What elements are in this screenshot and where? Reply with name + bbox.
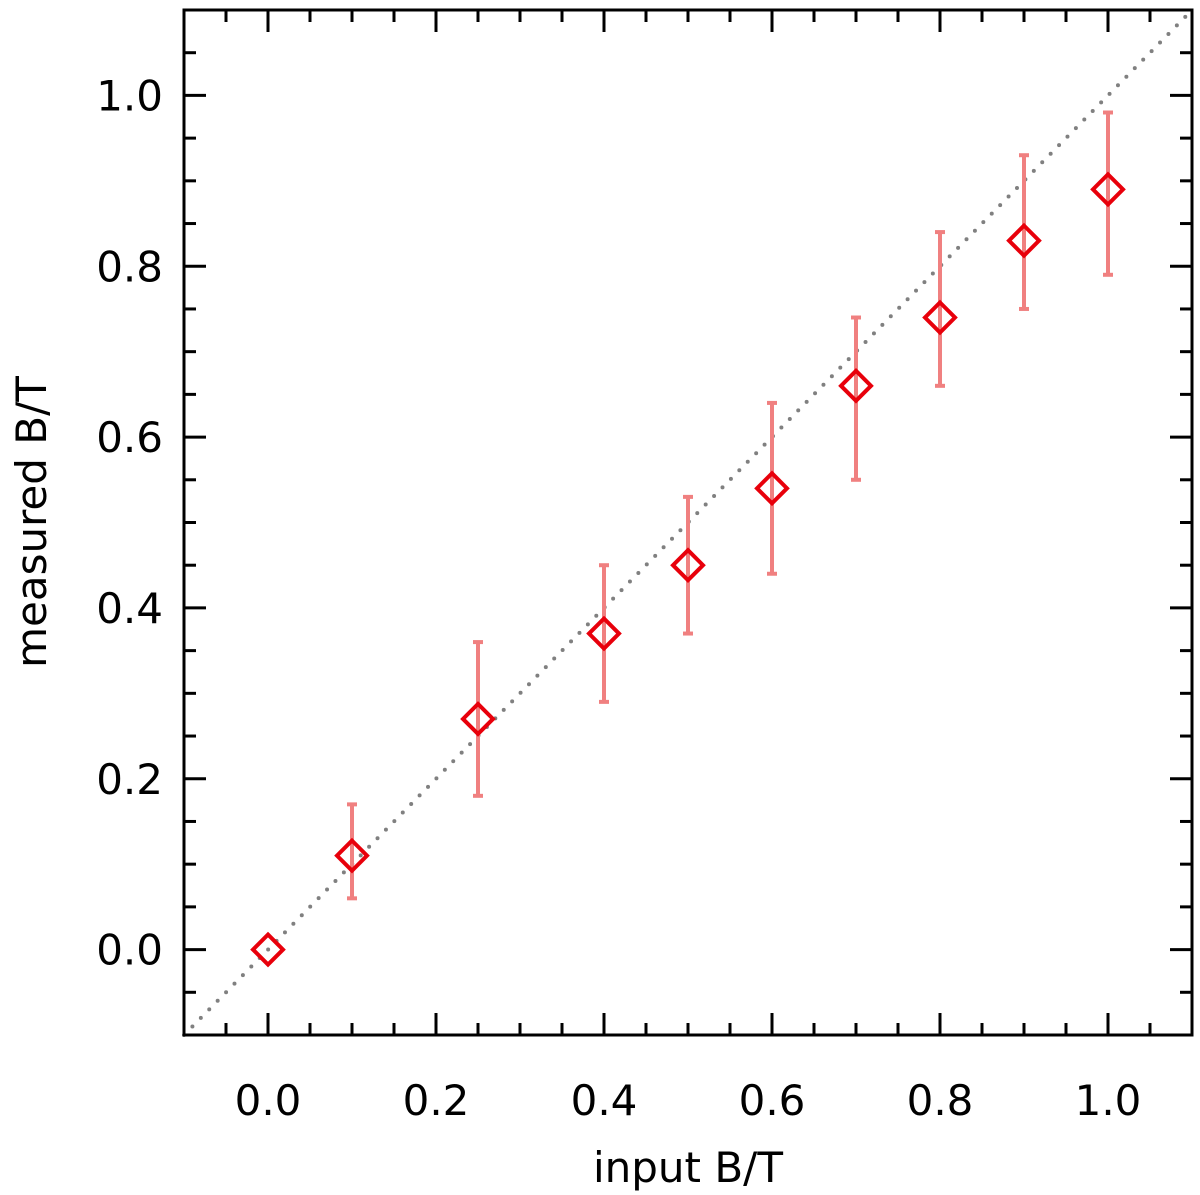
error-bar — [767, 400, 777, 576]
data-point — [1006, 222, 1042, 259]
y-tick-label: 1.0 — [96, 71, 163, 120]
x-tick-label: 0.2 — [403, 1076, 470, 1125]
y-axis-title: measured B/T — [7, 376, 56, 668]
error-bar — [347, 802, 357, 901]
error-bar — [599, 563, 609, 704]
y-tick-label: 0.8 — [96, 242, 163, 291]
y-tick-label: 0.4 — [96, 584, 163, 633]
data-point — [460, 701, 496, 737]
error-bar — [683, 494, 693, 636]
plot-frame — [182, 8, 1194, 1037]
error-bar — [1019, 153, 1029, 311]
data-point — [838, 368, 874, 404]
x-tick-label: 0.8 — [907, 1076, 974, 1125]
error-bar — [473, 640, 483, 798]
x-tick-label: 0.0 — [235, 1076, 302, 1125]
data-point — [922, 299, 958, 336]
data-point — [670, 547, 706, 584]
x-tick-label: 1.0 — [1075, 1076, 1142, 1125]
error-bar — [935, 230, 945, 388]
y-tick-label: 0.0 — [96, 926, 163, 975]
data-point — [586, 615, 622, 652]
y-tick-label: 0.6 — [96, 413, 163, 462]
data-point — [1090, 171, 1126, 208]
data-point — [754, 470, 790, 507]
error-bar — [1103, 110, 1113, 277]
data-point — [334, 837, 370, 874]
x-tick-label: 0.6 — [739, 1076, 806, 1125]
data-point — [250, 931, 286, 968]
x-axis-title: input B/T — [593, 1143, 783, 1192]
y-tick-label: 0.2 — [96, 755, 163, 804]
x-tick-label: 0.4 — [571, 1076, 638, 1125]
